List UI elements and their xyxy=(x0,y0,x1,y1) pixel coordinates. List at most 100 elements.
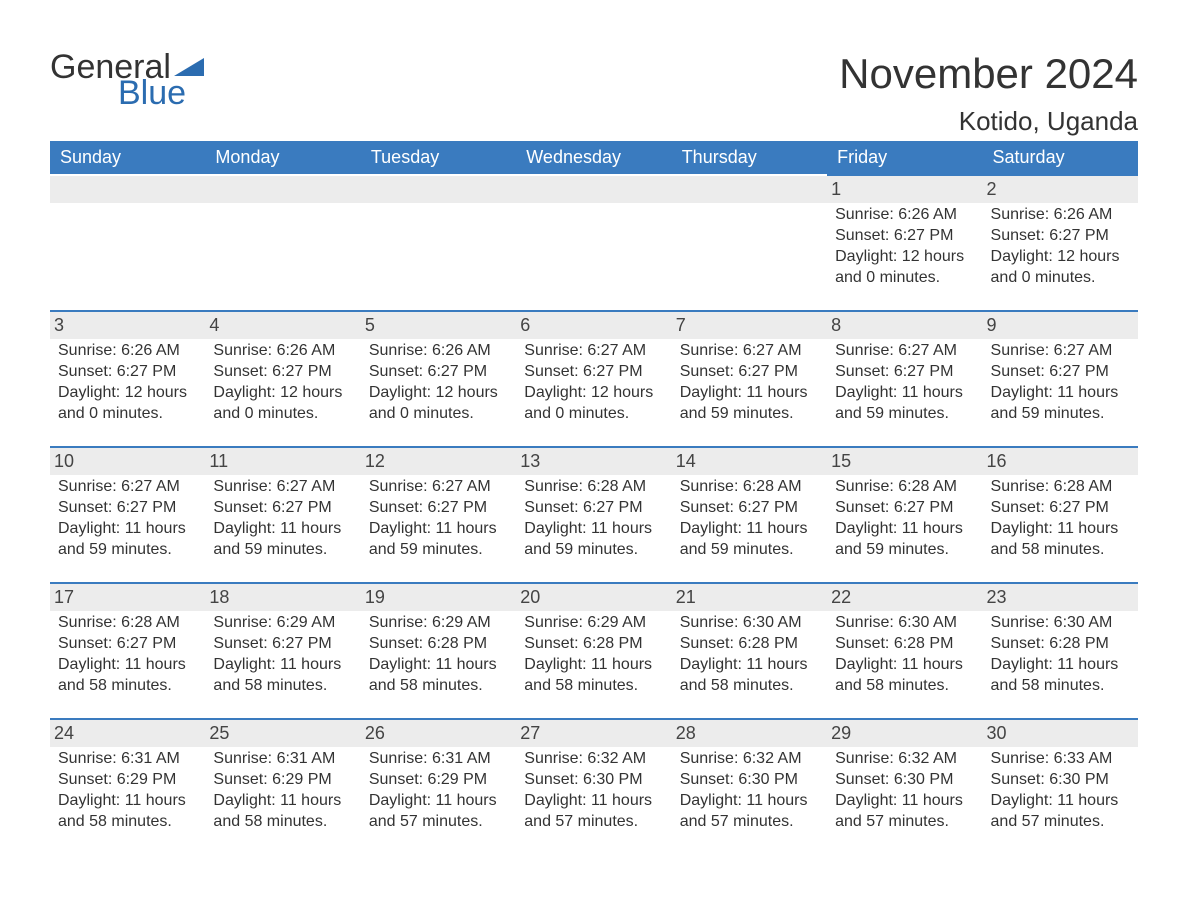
calendar-day-cell xyxy=(516,174,671,310)
day-number: 27 xyxy=(516,720,671,747)
sunrise-line: Sunrise: 6:26 AM xyxy=(213,341,352,362)
daylight-line: Daylight: 12 hours and 0 minutes. xyxy=(369,383,508,425)
day-details: Sunrise: 6:31 AMSunset: 6:29 PMDaylight:… xyxy=(56,749,199,832)
calendar-day-cell: 1Sunrise: 6:26 AMSunset: 6:27 PMDaylight… xyxy=(827,174,982,310)
day-number: 17 xyxy=(50,584,205,611)
calendar-day-cell: 19Sunrise: 6:29 AMSunset: 6:28 PMDayligh… xyxy=(361,582,516,718)
sunset-line: Sunset: 6:27 PM xyxy=(835,362,974,383)
calendar-day-cell: 21Sunrise: 6:30 AMSunset: 6:28 PMDayligh… xyxy=(672,582,827,718)
day-details: Sunrise: 6:27 AMSunset: 6:27 PMDaylight:… xyxy=(678,341,821,424)
sunset-line: Sunset: 6:30 PM xyxy=(524,770,663,791)
daylight-line: Daylight: 11 hours and 57 minutes. xyxy=(680,791,819,833)
sunrise-line: Sunrise: 6:26 AM xyxy=(835,205,974,226)
sunrise-line: Sunrise: 6:29 AM xyxy=(213,613,352,634)
day-details: Sunrise: 6:29 AMSunset: 6:28 PMDaylight:… xyxy=(522,613,665,696)
day-number-empty xyxy=(516,176,671,203)
sunrise-line: Sunrise: 6:31 AM xyxy=(369,749,508,770)
sunset-line: Sunset: 6:30 PM xyxy=(680,770,819,791)
day-details: Sunrise: 6:31 AMSunset: 6:29 PMDaylight:… xyxy=(367,749,510,832)
calendar-header-cell: Wednesday xyxy=(516,141,671,174)
daylight-line: Daylight: 11 hours and 58 minutes. xyxy=(835,655,974,697)
page: General Blue November 2024 Kotido, Ugand… xyxy=(0,0,1188,884)
daylight-line: Daylight: 11 hours and 57 minutes. xyxy=(524,791,663,833)
day-number: 6 xyxy=(516,312,671,339)
calendar-day-cell: 8Sunrise: 6:27 AMSunset: 6:27 PMDaylight… xyxy=(827,310,982,446)
calendar-day-cell: 14Sunrise: 6:28 AMSunset: 6:27 PMDayligh… xyxy=(672,446,827,582)
sunset-line: Sunset: 6:27 PM xyxy=(58,634,197,655)
day-details: Sunrise: 6:29 AMSunset: 6:28 PMDaylight:… xyxy=(367,613,510,696)
sunset-line: Sunset: 6:29 PM xyxy=(213,770,352,791)
day-number: 22 xyxy=(827,584,982,611)
daylight-line: Daylight: 11 hours and 58 minutes. xyxy=(680,655,819,697)
sunset-line: Sunset: 6:27 PM xyxy=(213,634,352,655)
calendar-header-cell: Thursday xyxy=(672,141,827,174)
daylight-line: Daylight: 11 hours and 58 minutes. xyxy=(991,519,1130,561)
day-number: 21 xyxy=(672,584,827,611)
daylight-line: Daylight: 12 hours and 0 minutes. xyxy=(524,383,663,425)
sunset-line: Sunset: 6:27 PM xyxy=(213,498,352,519)
calendar-day-cell: 6Sunrise: 6:27 AMSunset: 6:27 PMDaylight… xyxy=(516,310,671,446)
calendar-day-cell: 9Sunrise: 6:27 AMSunset: 6:27 PMDaylight… xyxy=(983,310,1138,446)
calendar-day-cell: 18Sunrise: 6:29 AMSunset: 6:27 PMDayligh… xyxy=(205,582,360,718)
sunset-line: Sunset: 6:27 PM xyxy=(680,498,819,519)
calendar-day-cell: 23Sunrise: 6:30 AMSunset: 6:28 PMDayligh… xyxy=(983,582,1138,718)
sunrise-line: Sunrise: 6:32 AM xyxy=(524,749,663,770)
calendar: SundayMondayTuesdayWednesdayThursdayFrid… xyxy=(50,141,1138,854)
month-title: November 2024 xyxy=(839,50,1138,98)
daylight-line: Daylight: 11 hours and 59 minutes. xyxy=(58,519,197,561)
daylight-line: Daylight: 11 hours and 57 minutes. xyxy=(835,791,974,833)
daylight-line: Daylight: 12 hours and 0 minutes. xyxy=(991,247,1130,289)
day-number: 7 xyxy=(672,312,827,339)
logo: General Blue xyxy=(50,50,204,110)
daylight-line: Daylight: 11 hours and 58 minutes. xyxy=(369,655,508,697)
sunset-line: Sunset: 6:28 PM xyxy=(835,634,974,655)
sunset-line: Sunset: 6:30 PM xyxy=(835,770,974,791)
daylight-line: Daylight: 11 hours and 59 minutes. xyxy=(680,519,819,561)
calendar-week-row: 24Sunrise: 6:31 AMSunset: 6:29 PMDayligh… xyxy=(50,718,1138,854)
day-number: 1 xyxy=(827,176,982,203)
calendar-week-row: 17Sunrise: 6:28 AMSunset: 6:27 PMDayligh… xyxy=(50,582,1138,718)
sunset-line: Sunset: 6:29 PM xyxy=(58,770,197,791)
calendar-day-cell: 13Sunrise: 6:28 AMSunset: 6:27 PMDayligh… xyxy=(516,446,671,582)
sunset-line: Sunset: 6:27 PM xyxy=(524,498,663,519)
day-details: Sunrise: 6:27 AMSunset: 6:27 PMDaylight:… xyxy=(989,341,1132,424)
sunrise-line: Sunrise: 6:30 AM xyxy=(835,613,974,634)
calendar-day-cell: 24Sunrise: 6:31 AMSunset: 6:29 PMDayligh… xyxy=(50,718,205,854)
day-details: Sunrise: 6:30 AMSunset: 6:28 PMDaylight:… xyxy=(989,613,1132,696)
sunrise-line: Sunrise: 6:28 AM xyxy=(58,613,197,634)
day-details: Sunrise: 6:26 AMSunset: 6:27 PMDaylight:… xyxy=(211,341,354,424)
calendar-day-cell: 4Sunrise: 6:26 AMSunset: 6:27 PMDaylight… xyxy=(205,310,360,446)
day-details: Sunrise: 6:30 AMSunset: 6:28 PMDaylight:… xyxy=(833,613,976,696)
day-number-empty xyxy=(205,176,360,203)
day-details: Sunrise: 6:27 AMSunset: 6:27 PMDaylight:… xyxy=(522,341,665,424)
day-details: Sunrise: 6:33 AMSunset: 6:30 PMDaylight:… xyxy=(989,749,1132,832)
sunrise-line: Sunrise: 6:33 AM xyxy=(991,749,1130,770)
day-number: 26 xyxy=(361,720,516,747)
sunset-line: Sunset: 6:27 PM xyxy=(524,362,663,383)
sunset-line: Sunset: 6:27 PM xyxy=(991,362,1130,383)
daylight-line: Daylight: 11 hours and 59 minutes. xyxy=(991,383,1130,425)
sunrise-line: Sunrise: 6:27 AM xyxy=(991,341,1130,362)
sunrise-line: Sunrise: 6:26 AM xyxy=(991,205,1130,226)
day-number-empty xyxy=(50,176,205,203)
calendar-day-cell: 22Sunrise: 6:30 AMSunset: 6:28 PMDayligh… xyxy=(827,582,982,718)
calendar-day-cell: 12Sunrise: 6:27 AMSunset: 6:27 PMDayligh… xyxy=(361,446,516,582)
calendar-day-cell: 30Sunrise: 6:33 AMSunset: 6:30 PMDayligh… xyxy=(983,718,1138,854)
daylight-line: Daylight: 11 hours and 57 minutes. xyxy=(991,791,1130,833)
daylight-line: Daylight: 11 hours and 57 minutes. xyxy=(369,791,508,833)
sunrise-line: Sunrise: 6:27 AM xyxy=(835,341,974,362)
calendar-day-cell: 29Sunrise: 6:32 AMSunset: 6:30 PMDayligh… xyxy=(827,718,982,854)
day-details: Sunrise: 6:28 AMSunset: 6:27 PMDaylight:… xyxy=(833,477,976,560)
calendar-week-row: 10Sunrise: 6:27 AMSunset: 6:27 PMDayligh… xyxy=(50,446,1138,582)
day-number: 2 xyxy=(983,176,1138,203)
day-number: 10 xyxy=(50,448,205,475)
sunrise-line: Sunrise: 6:29 AM xyxy=(524,613,663,634)
sunset-line: Sunset: 6:29 PM xyxy=(369,770,508,791)
day-details: Sunrise: 6:31 AMSunset: 6:29 PMDaylight:… xyxy=(211,749,354,832)
calendar-day-cell: 7Sunrise: 6:27 AMSunset: 6:27 PMDaylight… xyxy=(672,310,827,446)
sunset-line: Sunset: 6:28 PM xyxy=(524,634,663,655)
daylight-line: Daylight: 11 hours and 58 minutes. xyxy=(58,655,197,697)
day-details: Sunrise: 6:30 AMSunset: 6:28 PMDaylight:… xyxy=(678,613,821,696)
day-details: Sunrise: 6:26 AMSunset: 6:27 PMDaylight:… xyxy=(833,205,976,288)
calendar-day-cell: 27Sunrise: 6:32 AMSunset: 6:30 PMDayligh… xyxy=(516,718,671,854)
